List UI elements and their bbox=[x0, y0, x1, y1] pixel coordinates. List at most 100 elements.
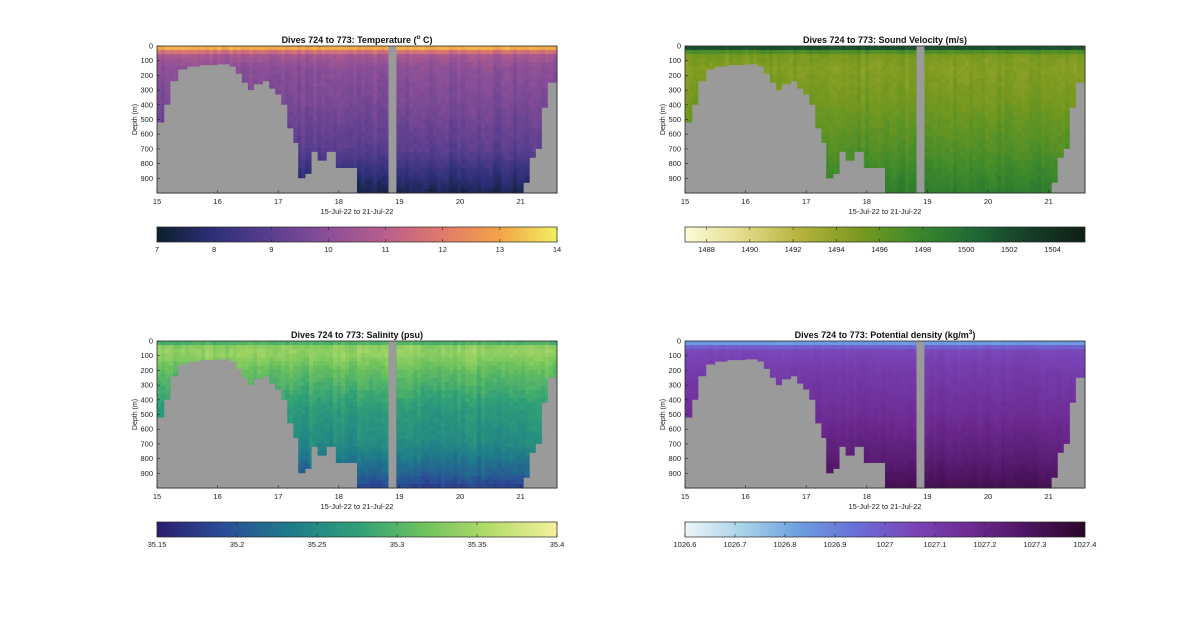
heatmap-cell bbox=[385, 188, 390, 194]
heatmap-cell bbox=[465, 90, 470, 96]
heatmap-cell bbox=[429, 144, 434, 149]
heatmap-cell bbox=[473, 148, 478, 153]
heatmap-cell bbox=[533, 139, 538, 145]
heatmap-cell bbox=[397, 135, 402, 141]
heatmap-cell bbox=[417, 111, 422, 116]
heatmap-cell bbox=[829, 139, 834, 145]
heatmap-cell bbox=[805, 70, 810, 75]
heatmap-cell bbox=[689, 111, 694, 116]
heatmap-cell bbox=[309, 160, 314, 165]
heatmap-cell bbox=[537, 46, 542, 51]
heatmap-cell bbox=[361, 176, 366, 182]
heatmap-cell bbox=[365, 50, 370, 55]
heatmap-cell bbox=[381, 119, 386, 124]
heatmap-cell bbox=[341, 139, 346, 145]
heatmap-cell bbox=[401, 90, 406, 96]
heatmap-cell bbox=[449, 168, 454, 173]
heatmap-cell bbox=[425, 90, 430, 96]
heatmap-cell bbox=[397, 115, 402, 120]
heatmap-cell bbox=[237, 58, 242, 63]
heatmap-cell bbox=[365, 119, 370, 124]
heatmap-cell bbox=[477, 62, 482, 67]
heatmap-cell bbox=[829, 127, 834, 133]
heatmap-cell bbox=[689, 82, 694, 88]
heatmap-cell bbox=[373, 103, 378, 108]
heatmap-cell bbox=[433, 164, 438, 169]
heatmap-cell bbox=[361, 123, 366, 129]
heatmap-cell bbox=[353, 70, 358, 75]
heatmap-cell bbox=[277, 50, 282, 55]
heatmap-cell bbox=[429, 119, 434, 124]
heatmap-cell bbox=[333, 78, 338, 84]
heatmap-cell bbox=[445, 119, 450, 124]
heatmap-cell bbox=[473, 54, 478, 59]
heatmap-cell bbox=[425, 144, 430, 149]
heatmap-cell bbox=[345, 156, 350, 161]
heatmap-cell bbox=[337, 46, 342, 51]
heatmap-cell bbox=[517, 74, 522, 80]
heatmap-cell bbox=[333, 123, 338, 129]
heatmap-cell bbox=[341, 123, 346, 129]
x-tick-label: 17 bbox=[274, 197, 282, 206]
heatmap-cell bbox=[353, 119, 358, 124]
heatmap-cell bbox=[405, 111, 410, 116]
heatmap-cell bbox=[517, 168, 522, 173]
heatmap-cell bbox=[301, 62, 306, 67]
heatmap-cell bbox=[313, 99, 318, 104]
heatmap-cell bbox=[425, 86, 430, 92]
heatmap-cell bbox=[441, 180, 446, 186]
heatmap-cell bbox=[449, 103, 454, 108]
heatmap-cell bbox=[497, 58, 502, 63]
heatmap-cell bbox=[381, 144, 386, 149]
heatmap-cell bbox=[817, 119, 822, 124]
heatmap-cell bbox=[817, 82, 822, 88]
heatmap-cell bbox=[485, 123, 490, 129]
heatmap-cell bbox=[481, 111, 486, 116]
heatmap-cell bbox=[325, 123, 330, 129]
heatmap-cell bbox=[421, 58, 426, 63]
x-tick-label: 19 bbox=[395, 197, 403, 206]
heatmap-cell bbox=[793, 54, 798, 59]
heatmap-cell bbox=[325, 115, 330, 120]
heatmap-cell bbox=[809, 74, 814, 80]
heatmap-cell bbox=[337, 95, 342, 100]
heatmap-cell bbox=[689, 74, 694, 80]
heatmap-cell bbox=[349, 119, 354, 124]
heatmap-cell bbox=[493, 164, 498, 169]
heatmap-cell bbox=[513, 180, 518, 186]
heatmap-cell bbox=[709, 46, 714, 51]
heatmap-cell bbox=[313, 127, 318, 133]
heatmap-cell bbox=[357, 139, 362, 145]
heatmap-cell bbox=[493, 127, 498, 133]
heatmap-cell bbox=[309, 156, 314, 161]
heatmap-cell bbox=[493, 90, 498, 96]
heatmap-cell bbox=[537, 50, 542, 55]
heatmap-cell bbox=[409, 139, 414, 145]
heatmap-cell bbox=[365, 74, 370, 80]
heatmap-cell bbox=[361, 148, 366, 153]
heatmap-cell bbox=[733, 46, 738, 51]
heatmap-cell bbox=[377, 70, 382, 75]
heatmap-cell bbox=[417, 70, 422, 75]
heatmap-cell bbox=[425, 176, 430, 182]
heatmap-cell bbox=[753, 54, 758, 59]
heatmap-cell bbox=[685, 90, 690, 96]
heatmap-cell bbox=[509, 131, 514, 137]
heatmap-cell bbox=[789, 46, 794, 51]
heatmap-cell bbox=[409, 58, 414, 63]
heatmap-cell bbox=[285, 99, 290, 104]
heatmap-cell bbox=[301, 164, 306, 169]
heatmap-cell bbox=[493, 148, 498, 153]
heatmap-cell bbox=[473, 46, 478, 51]
heatmap-cell bbox=[401, 164, 406, 169]
heatmap-cell bbox=[361, 107, 366, 112]
heatmap-cell bbox=[433, 180, 438, 186]
heatmap-cell bbox=[521, 95, 526, 100]
heatmap-cell bbox=[385, 135, 390, 141]
heatmap-cell bbox=[289, 74, 294, 80]
heatmap-cell bbox=[469, 135, 474, 141]
heatmap-cell bbox=[553, 46, 558, 51]
heatmap-cell bbox=[713, 50, 718, 55]
heatmap-cell bbox=[485, 82, 490, 88]
heatmap-cell bbox=[801, 78, 806, 84]
